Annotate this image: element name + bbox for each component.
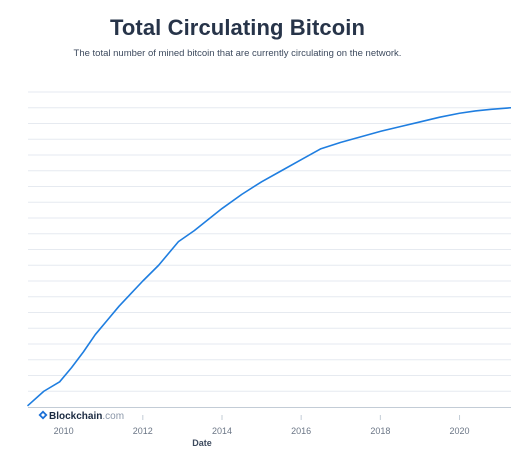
watermark-brand: Blockchain <box>49 411 103 422</box>
x-tick-label: 2014 <box>212 426 232 436</box>
chart-title: Total Circulating Bitcoin <box>109 15 366 40</box>
x-axis: 2010 2012 2014 2016 2018 2020 <box>28 407 511 436</box>
blockchain-logo-icon <box>38 410 48 420</box>
x-tick-label: 2020 <box>450 426 470 436</box>
x-tick-label: 2018 <box>370 426 390 436</box>
blockchain-watermark: Blockchain.com <box>38 410 124 422</box>
watermark-suffix: .com <box>102 411 125 422</box>
grid-lines <box>28 91 511 392</box>
x-tick-label: 2010 <box>54 426 74 436</box>
series-group <box>27 106 511 407</box>
x-tick-label: 2012 <box>133 426 153 436</box>
x-axis-label: Date <box>192 438 212 448</box>
series-line <box>27 106 511 407</box>
x-tick-label: 2016 <box>291 426 311 436</box>
chart-subtitle: The total number of mined bitcoin that a… <box>73 48 402 59</box>
